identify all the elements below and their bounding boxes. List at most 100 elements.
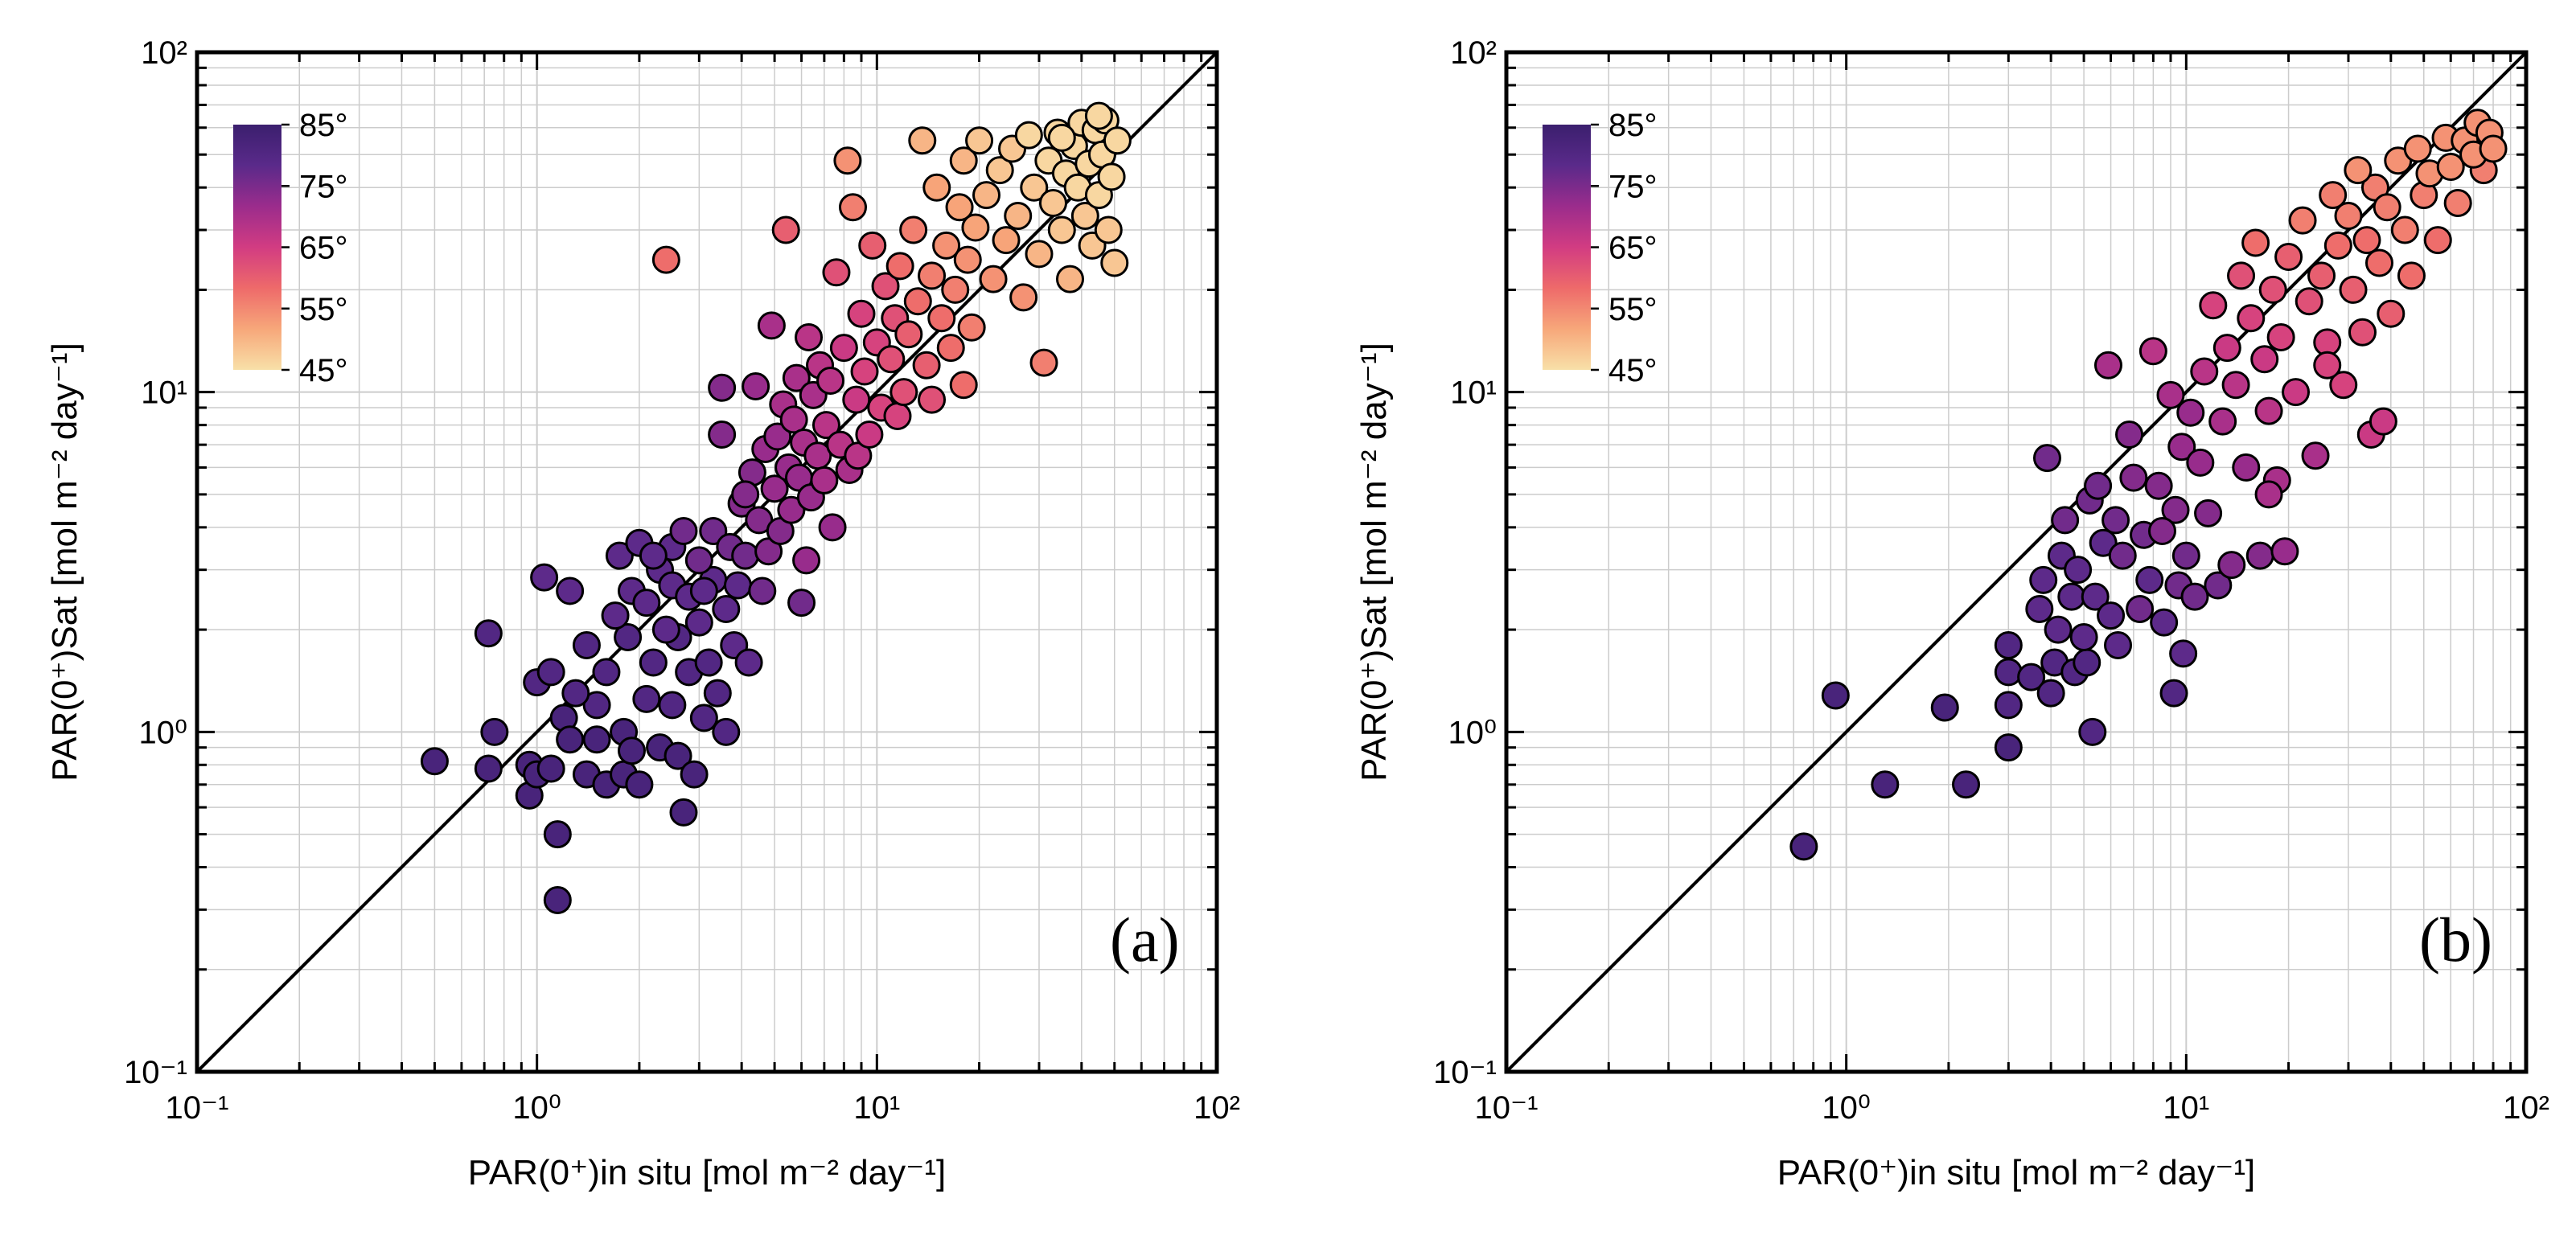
data-point [782, 363, 811, 392]
data-point [2212, 334, 2241, 363]
data-point [2237, 304, 2266, 333]
data-point [2352, 226, 2381, 255]
data-point [699, 517, 728, 546]
colorbar-tick-label: 85° [299, 108, 348, 143]
data-point [899, 215, 928, 244]
colorbar-tick-label: 45° [299, 353, 348, 388]
data-point [1029, 348, 1058, 377]
data-point [2274, 242, 2303, 271]
data-point [1014, 121, 1043, 150]
data-point [1100, 248, 1129, 277]
data-point [932, 231, 961, 260]
data-point [810, 466, 839, 494]
data-point [763, 422, 792, 451]
colorbar-panel-b: 85° 75° 65° 55° 45° [1543, 108, 1658, 388]
data-point [2089, 528, 2118, 557]
data-point [703, 679, 732, 708]
data-point [651, 245, 680, 274]
data-point [680, 760, 709, 789]
data-point [2241, 228, 2270, 257]
colorbar-tick-label: 65° [299, 231, 348, 266]
data-point [1047, 123, 1076, 152]
data-point [1994, 630, 2023, 659]
data-point [2204, 571, 2233, 600]
data-point [903, 287, 932, 316]
data-point [2221, 371, 2250, 400]
data-point [2329, 371, 2358, 400]
one-to-one-line [1505, 51, 2528, 1073]
axis-ticks-panel-a [195, 51, 1218, 1073]
data-point [617, 736, 646, 765]
data-point [2313, 351, 2342, 380]
data-point [918, 385, 947, 414]
data-point [1930, 693, 1959, 722]
data-point [480, 717, 509, 746]
data-point [1038, 189, 1067, 218]
tick-labels-panel-b: 10⁻¹ 10⁰ 10¹ 10² 10⁻¹ 10⁰ 10¹ 10² [1433, 35, 2549, 1126]
data-point [708, 420, 737, 449]
data-point [694, 648, 723, 677]
data-point [2245, 541, 2274, 570]
data-point [2138, 337, 2167, 366]
data-point [2126, 594, 2155, 623]
data-point [2436, 153, 2465, 182]
x-tick-label: 10¹ [853, 1090, 900, 1126]
data-point [543, 885, 572, 914]
data-point [556, 576, 585, 605]
data-point [734, 648, 763, 677]
data-point [2307, 261, 2336, 290]
data-point [2270, 537, 2299, 566]
data-point [2323, 231, 2352, 260]
data-point [651, 615, 680, 644]
axis-ticks-panel-b [1505, 51, 2528, 1073]
data-point [2479, 134, 2508, 163]
x-tick-label: 10² [1194, 1090, 1240, 1126]
data-point [858, 231, 887, 260]
one-to-one-line-panel-b [1505, 51, 2528, 1073]
data-point [561, 679, 590, 708]
data-point [965, 126, 994, 155]
data-point [2029, 565, 2058, 594]
data-point [2319, 181, 2348, 210]
data-point [855, 420, 884, 449]
data-point [2250, 345, 2279, 374]
data-point [1994, 658, 2023, 687]
data-point [760, 474, 789, 503]
data-point [757, 311, 786, 340]
data-point [883, 401, 912, 430]
y-axis-label-panel-a: PAR(0⁺)Sat [mol m⁻² day⁻¹] [45, 343, 84, 782]
data-point [1070, 202, 1099, 231]
scatter-panel-b: 10⁻¹ 10⁰ 10¹ 10² 10⁻¹ 10⁰ 10¹ 10² PAR(0⁺)in sit… [1354, 35, 2549, 1192]
data-point [833, 146, 862, 175]
data-point [742, 371, 770, 400]
data-point [2051, 506, 2080, 535]
data-point [530, 563, 559, 592]
data-point [582, 725, 611, 754]
data-point [2232, 453, 2261, 482]
y-tick-label: 10⁻¹ [124, 1055, 187, 1090]
data-point [2078, 717, 2107, 746]
data-point [1020, 173, 1049, 202]
data-point [1994, 691, 2023, 720]
data-point [689, 704, 718, 732]
data-point [2373, 193, 2401, 222]
data-point [664, 741, 692, 770]
data-point [2334, 202, 2363, 231]
data-point [2377, 299, 2405, 328]
data-point [543, 820, 572, 849]
x-tick-label: 10⁻¹ [166, 1090, 229, 1126]
colorbar-panel-a: 85° 75° 65° 55° 45° [233, 108, 348, 388]
x-axis-label-panel-a: PAR(0⁺)in situ [mol m⁻² day⁻¹] [468, 1153, 947, 1192]
data-point [2369, 407, 2397, 436]
data-point [2348, 318, 2377, 347]
data-point [2156, 380, 2185, 409]
data-point [2159, 679, 2188, 708]
data-point [2148, 517, 2177, 546]
colorbar-tick-label: 55° [1608, 292, 1658, 327]
panel-label-a: (a) [1110, 905, 1180, 974]
data-point [2069, 623, 2098, 652]
data-point [941, 275, 970, 304]
data-point [2282, 378, 2311, 407]
data-point [2036, 679, 2065, 708]
